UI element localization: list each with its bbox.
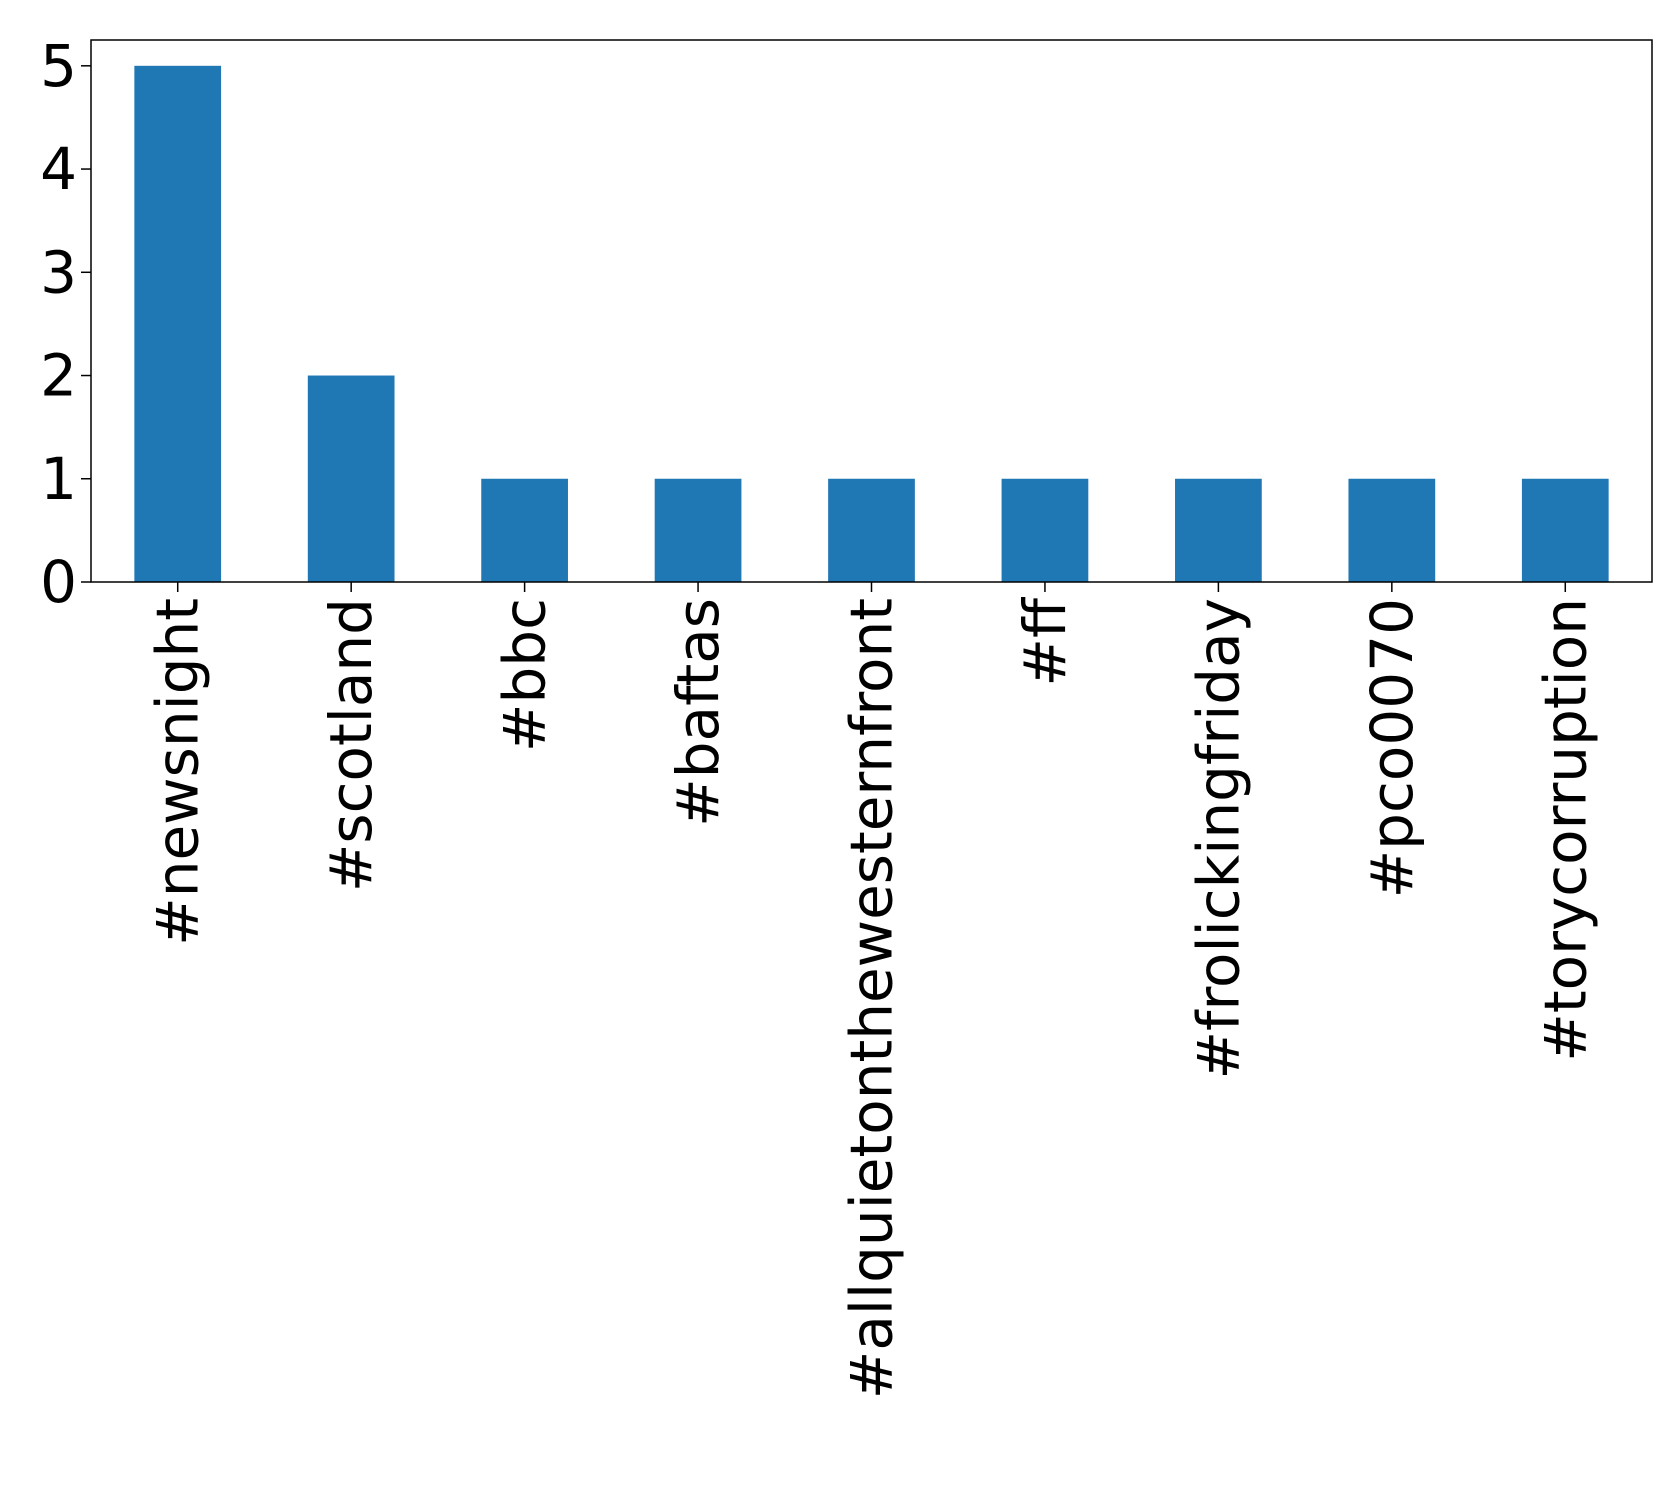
- bar-torycorruption: [1521, 478, 1609, 582]
- x-tick-label: #ff: [1011, 596, 1079, 687]
- x-tick-label: #newsnight: [144, 598, 212, 946]
- bar-ff: [1001, 478, 1089, 582]
- bar-scotland: [307, 375, 395, 582]
- y-tick-label: 3: [40, 238, 77, 306]
- x-tick-label: #scotland: [317, 598, 385, 892]
- bar-frolickingfriday: [1175, 478, 1262, 582]
- bar-pco0070: [1348, 478, 1436, 582]
- x-tick-label: #allquietonthewesternfront: [838, 598, 906, 1399]
- bar-bbc: [481, 478, 568, 582]
- bar-allquietonthewesternfront: [828, 478, 915, 582]
- y-tick-label: 1: [40, 445, 77, 513]
- bar-baftas: [654, 478, 742, 582]
- y-tick-label: 0: [40, 548, 77, 616]
- plot-frame: [90, 39, 1653, 583]
- x-tick-label: #bbc: [491, 598, 559, 752]
- y-tick-label: 4: [40, 135, 77, 203]
- bar-newsnight: [134, 65, 222, 583]
- y-tick-label: 5: [40, 32, 77, 100]
- bars-layer: [134, 65, 1609, 583]
- tick-labels-layer: 0 1 2 3 4 5 #newsnight #scotland #bbc #baftas #all…: [40, 32, 1599, 1399]
- x-tick-label: #frolickingfriday: [1184, 598, 1252, 1080]
- x-tick-label: #baftas: [664, 598, 732, 827]
- x-tick-label: #torycorruption: [1531, 598, 1599, 1062]
- ticks-layer: [81, 65, 1567, 592]
- x-tick-label: #pco0070: [1358, 598, 1426, 898]
- y-tick-label: 2: [40, 342, 77, 410]
